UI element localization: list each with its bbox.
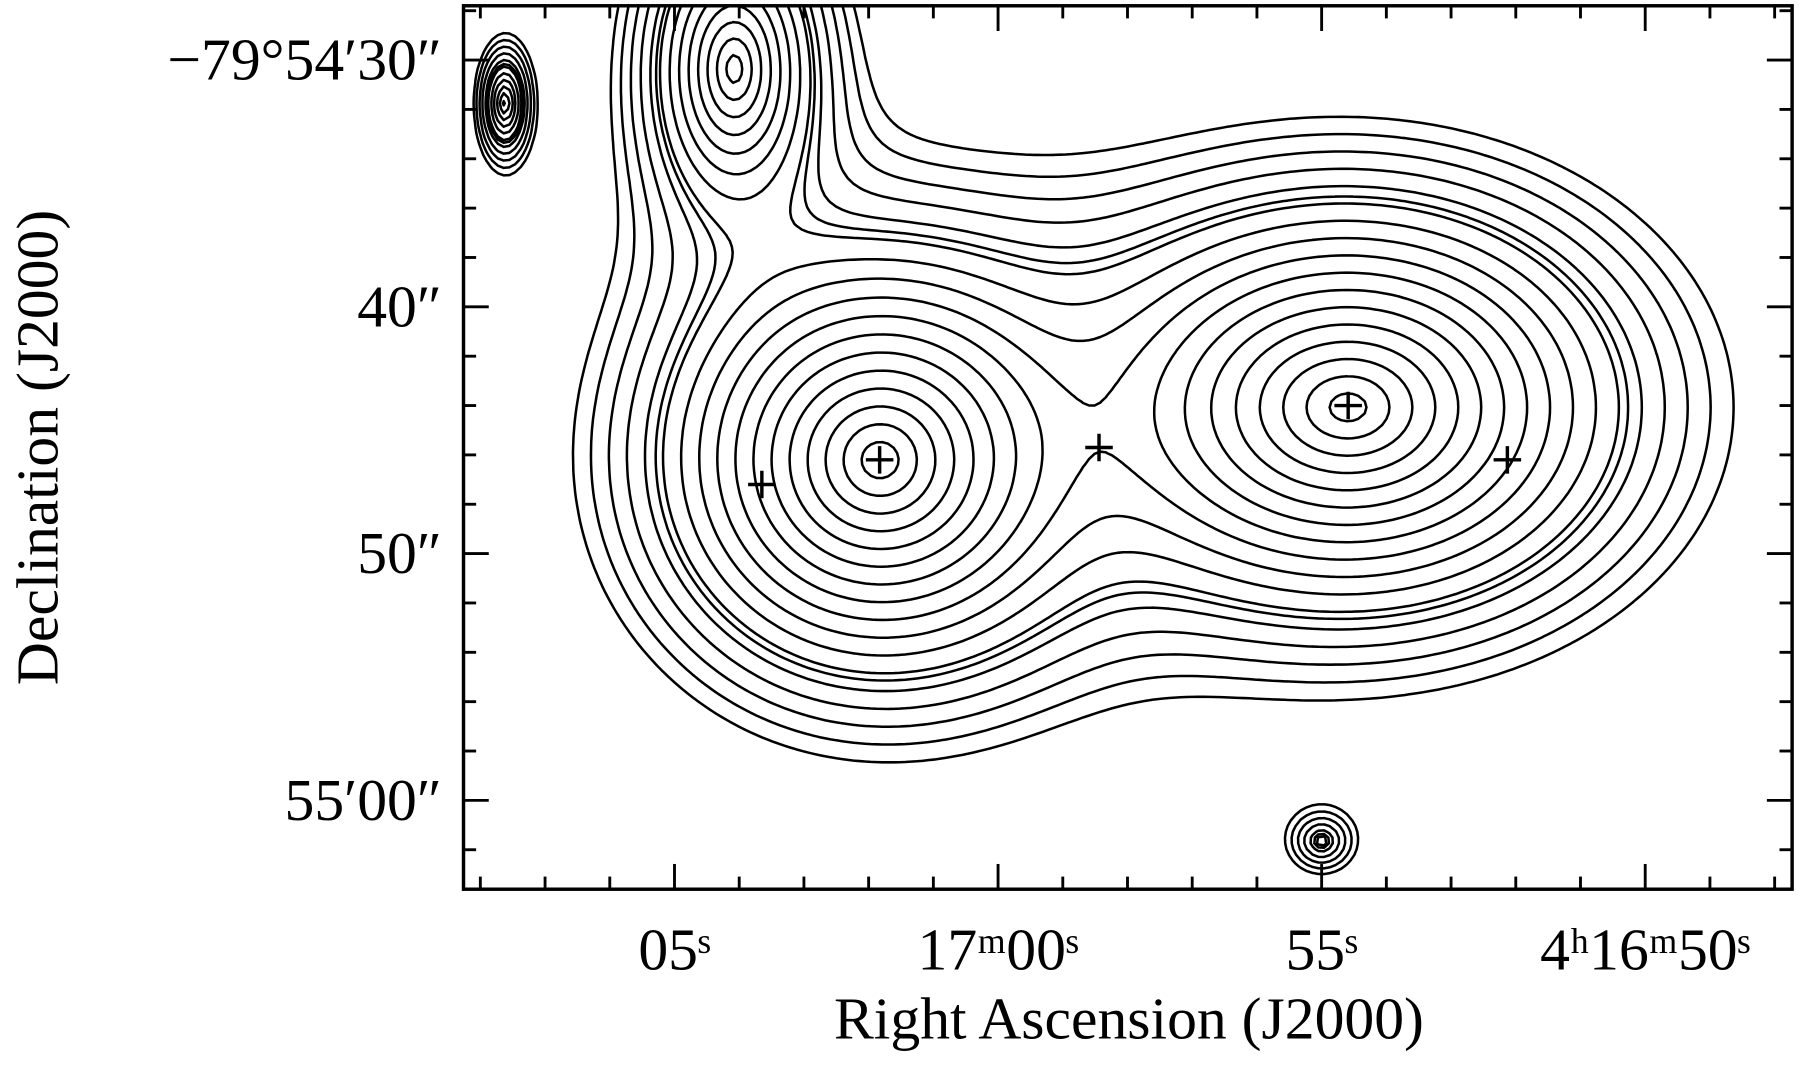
x-tick-label: 05ˢ bbox=[638, 917, 710, 983]
contour-line bbox=[824, 357, 1414, 515]
x-tick-label: 55ˢ bbox=[1285, 917, 1357, 983]
contour-line bbox=[472, 5, 1735, 876]
y-tick-label: 55′00″ bbox=[285, 767, 442, 833]
contour-line bbox=[806, 340, 1437, 533]
contour-line bbox=[481, 5, 1667, 859]
contour-line bbox=[490, 5, 1598, 657]
source-marker bbox=[1493, 446, 1522, 474]
source-marker bbox=[1085, 433, 1113, 462]
x-tick-label: 17ᵐ00ˢ bbox=[917, 917, 1078, 983]
y-tick-label: 50″ bbox=[357, 520, 442, 586]
contour-line bbox=[487, 5, 1621, 847]
contour-line bbox=[492, 5, 1575, 639]
contour-line bbox=[498, 5, 1529, 604]
contour-line bbox=[725, 53, 1460, 551]
contour-line bbox=[860, 392, 1368, 480]
contour-line bbox=[475, 5, 1712, 870]
contour-layer bbox=[472, 5, 1735, 876]
contour-line bbox=[495, 5, 1552, 622]
source-marker bbox=[865, 446, 894, 474]
y-tick-label: −79°54′30″ bbox=[167, 27, 441, 93]
y-axis-title: Declination (J2000) bbox=[4, 210, 70, 685]
source-marker bbox=[1334, 391, 1362, 420]
contour-line bbox=[484, 5, 1644, 853]
contour-line bbox=[501, 20, 1506, 586]
y-tick-label: 40″ bbox=[357, 273, 442, 339]
x-tick-label: 4ʰ16ᵐ50ˢ bbox=[1540, 917, 1750, 983]
contour-line bbox=[486, 5, 1630, 850]
contour-line bbox=[478, 5, 1689, 864]
contour-line bbox=[715, 37, 1483, 568]
source-marker bbox=[748, 470, 776, 499]
x-axis-title: Right Ascension (J2000) bbox=[834, 985, 1424, 1051]
contour-line bbox=[842, 374, 1391, 498]
